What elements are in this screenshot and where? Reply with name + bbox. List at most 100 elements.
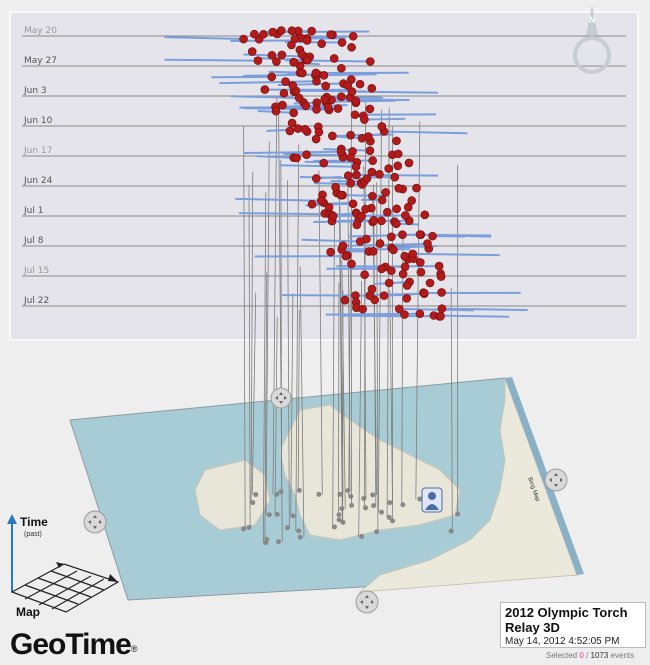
event-marker[interactable] xyxy=(365,57,375,66)
pan-control-icon[interactable] xyxy=(270,387,292,409)
event-marker[interactable] xyxy=(297,50,307,59)
event-marker[interactable] xyxy=(346,178,355,188)
event-marker[interactable] xyxy=(384,164,393,173)
event-marker[interactable] xyxy=(415,230,425,239)
map-location-dot[interactable] xyxy=(266,512,272,518)
map-location-dot[interactable] xyxy=(253,492,259,498)
event-marker[interactable] xyxy=(285,126,295,136)
event-marker[interactable] xyxy=(368,156,377,165)
event-marker[interactable] xyxy=(357,133,367,143)
map-location-dot[interactable] xyxy=(345,487,351,493)
event-marker[interactable] xyxy=(390,172,400,182)
event-marker[interactable] xyxy=(436,311,445,321)
map-location-dot[interactable] xyxy=(455,511,461,517)
event-marker[interactable] xyxy=(336,190,346,200)
person-icon[interactable] xyxy=(421,487,443,513)
event-marker[interactable] xyxy=(360,115,369,124)
event-marker[interactable] xyxy=(377,122,387,131)
event-marker[interactable] xyxy=(437,304,447,313)
event-marker[interactable] xyxy=(300,124,310,134)
event-marker[interactable] xyxy=(367,167,377,177)
map-location-dot[interactable] xyxy=(390,518,396,524)
event-marker[interactable] xyxy=(348,31,358,41)
event-marker[interactable] xyxy=(383,207,392,217)
event-marker[interactable] xyxy=(289,58,299,67)
event-marker[interactable] xyxy=(340,295,350,305)
event-marker[interactable] xyxy=(320,94,329,104)
map-location-dot[interactable] xyxy=(387,500,393,506)
event-marker[interactable] xyxy=(346,153,355,162)
event-marker[interactable] xyxy=(281,77,290,86)
event-marker[interactable] xyxy=(392,204,401,214)
map-location-dot[interactable] xyxy=(448,528,454,534)
event-marker[interactable] xyxy=(394,183,404,193)
map-location-dot[interactable] xyxy=(417,496,423,502)
event-marker[interactable] xyxy=(323,102,333,112)
map-location-dot[interactable] xyxy=(363,505,369,511)
map-location-dot[interactable] xyxy=(349,502,355,508)
event-marker[interactable] xyxy=(352,220,362,230)
event-marker[interactable] xyxy=(312,105,321,114)
map-location-dot[interactable] xyxy=(374,529,380,535)
event-marker[interactable] xyxy=(420,210,430,220)
event-marker[interactable] xyxy=(377,216,386,226)
event-marker[interactable] xyxy=(253,56,263,65)
event-marker[interactable] xyxy=(337,38,347,47)
event-marker[interactable] xyxy=(357,211,366,221)
map-location-dot[interactable] xyxy=(361,495,367,501)
event-marker[interactable] xyxy=(288,81,298,90)
event-marker[interactable] xyxy=(298,68,307,78)
event-marker[interactable] xyxy=(394,304,404,314)
event-marker[interactable] xyxy=(343,81,353,90)
event-marker[interactable] xyxy=(302,150,311,159)
event-marker[interactable] xyxy=(289,108,298,118)
event-marker[interactable] xyxy=(331,182,340,192)
pan-control-icon[interactable] xyxy=(83,510,107,534)
map-location-dot[interactable] xyxy=(339,506,345,512)
map-location-dot[interactable] xyxy=(340,519,346,525)
event-marker[interactable] xyxy=(408,249,418,259)
event-marker[interactable] xyxy=(400,251,410,261)
event-marker[interactable] xyxy=(259,29,268,39)
event-marker[interactable] xyxy=(326,247,335,257)
event-marker[interactable] xyxy=(279,88,289,98)
event-marker[interactable] xyxy=(287,118,297,128)
map-location-dot[interactable] xyxy=(316,491,322,497)
event-marker[interactable] xyxy=(365,146,375,155)
map-location-dot[interactable] xyxy=(331,524,337,530)
event-marker[interactable] xyxy=(437,288,446,297)
event-marker[interactable] xyxy=(292,153,301,163)
event-marker[interactable] xyxy=(389,245,398,255)
event-marker[interactable] xyxy=(311,174,321,183)
event-marker[interactable] xyxy=(415,258,425,267)
event-marker[interactable] xyxy=(401,211,410,220)
event-marker[interactable] xyxy=(328,211,338,221)
event-marker[interactable] xyxy=(387,266,396,276)
event-marker[interactable] xyxy=(377,264,386,274)
event-marker[interactable] xyxy=(311,134,321,144)
event-marker[interactable] xyxy=(351,96,361,106)
event-marker[interactable] xyxy=(368,247,378,256)
event-marker[interactable] xyxy=(277,26,286,35)
event-markers[interactable] xyxy=(239,26,447,321)
event-marker[interactable] xyxy=(348,199,358,209)
event-marker[interactable] xyxy=(319,158,329,168)
map-plane[interactable]: Bing Map xyxy=(69,377,584,601)
event-marker[interactable] xyxy=(434,261,444,271)
event-marker[interactable] xyxy=(419,288,429,298)
event-marker[interactable] xyxy=(392,136,401,146)
event-marker[interactable] xyxy=(347,259,356,269)
event-marker[interactable] xyxy=(333,104,343,113)
event-marker[interactable] xyxy=(311,68,321,78)
event-marker[interactable] xyxy=(387,232,396,242)
map-location-dot[interactable] xyxy=(250,500,256,506)
event-marker[interactable] xyxy=(316,196,326,206)
map-location-dot[interactable] xyxy=(276,539,282,545)
map-location-dot[interactable] xyxy=(386,514,392,520)
event-marker[interactable] xyxy=(337,92,346,101)
event-marker[interactable] xyxy=(321,81,331,91)
event-marker[interactable] xyxy=(428,231,437,241)
map-location-dot[interactable] xyxy=(290,513,296,519)
event-marker[interactable] xyxy=(393,161,403,171)
map-location-dot[interactable] xyxy=(296,487,302,493)
